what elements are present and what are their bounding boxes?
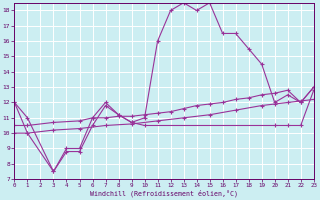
X-axis label: Windchill (Refroidissement éolien,°C): Windchill (Refroidissement éolien,°C) <box>90 190 238 197</box>
